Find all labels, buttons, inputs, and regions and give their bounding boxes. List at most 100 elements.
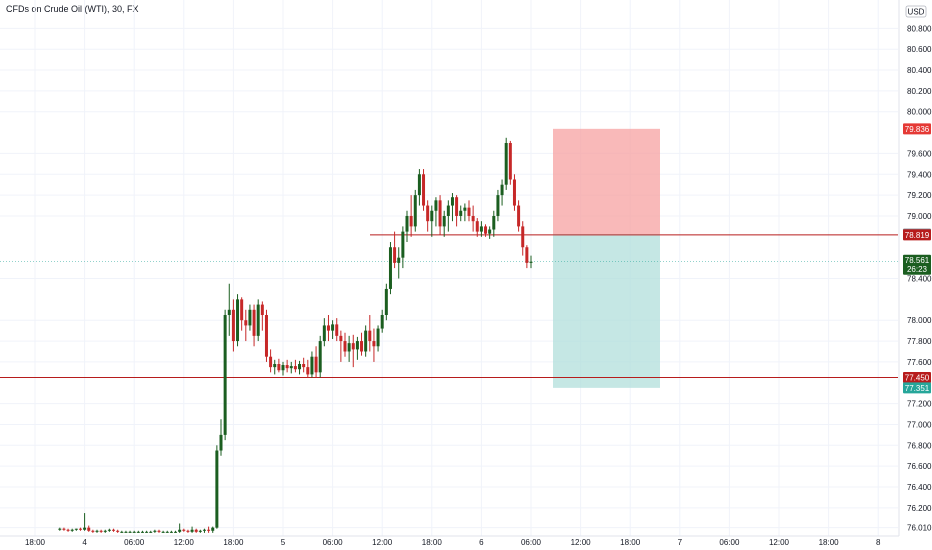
target-price-tag (903, 382, 931, 394)
candle (413, 189, 417, 232)
candle-body (372, 341, 376, 347)
candle-body (496, 195, 500, 216)
candle (434, 197, 438, 227)
candle (165, 530, 169, 533)
candle-body (450, 197, 454, 206)
candle-body (355, 341, 359, 350)
candle-body (405, 215, 409, 232)
candle-body (140, 531, 144, 533)
candle (459, 205, 463, 222)
candle (293, 359, 297, 373)
candle (91, 529, 95, 533)
y-tick-label: 79.400 (907, 170, 932, 179)
candle-body (145, 531, 149, 533)
candle (252, 304, 256, 347)
candle (140, 530, 144, 533)
candle-body (66, 529, 70, 531)
candle (62, 527, 66, 531)
candle-body (318, 341, 322, 373)
candle-body (165, 531, 169, 533)
candles (58, 137, 533, 533)
x-tick-label: 18:00 (422, 538, 443, 547)
level-lines (0, 234, 898, 379)
candle (74, 528, 78, 531)
candle (190, 526, 194, 533)
candle (335, 318, 339, 342)
candle-body (525, 247, 529, 263)
candle-body (231, 309, 235, 342)
candle (198, 529, 202, 533)
candle-body (376, 328, 380, 347)
candle-body (293, 366, 297, 370)
candle (409, 195, 413, 237)
candle-body (517, 205, 521, 227)
candle-body (306, 367, 310, 375)
x-tick-label: 18:00 (223, 538, 244, 547)
candle (244, 309, 248, 342)
candle (521, 221, 525, 256)
candle-body (264, 315, 268, 357)
candle (393, 231, 397, 269)
candle-body (260, 304, 264, 316)
y-tick-label: 77.800 (907, 337, 932, 346)
candle (277, 358, 281, 373)
support-price-tag (903, 372, 931, 384)
candle (302, 357, 306, 373)
candle (66, 528, 70, 532)
candle (83, 513, 87, 531)
candle-body (227, 309, 231, 316)
currency-label: USD (908, 8, 925, 17)
candle (215, 445, 219, 529)
currency-badge (905, 5, 927, 18)
x-tick-label: 12:00 (372, 538, 393, 547)
y-tick-label: 77.600 (907, 358, 932, 367)
candle (124, 530, 128, 533)
candle-body (273, 364, 277, 368)
candle (194, 528, 198, 533)
candle-body (178, 529, 182, 532)
candle (95, 529, 99, 533)
candle-body (219, 434, 223, 451)
candle-body (471, 215, 475, 222)
candle-body (298, 364, 302, 370)
candle-body (467, 207, 471, 216)
candle (227, 283, 231, 336)
candle-body (463, 207, 467, 211)
candle (202, 528, 206, 533)
candle-body (215, 450, 219, 528)
candle (145, 530, 149, 533)
candle-body (252, 309, 256, 336)
candle-body (475, 221, 479, 232)
candle (463, 203, 467, 222)
position-zones (553, 128, 660, 388)
candle-body (128, 531, 132, 533)
candle-body (157, 530, 161, 532)
candle (78, 527, 82, 531)
candle (384, 283, 388, 321)
candle (223, 309, 227, 441)
candle-body (455, 197, 459, 216)
candle-body (198, 530, 202, 532)
candle-body (364, 330, 368, 352)
candle-body (194, 529, 198, 532)
candle (326, 315, 330, 342)
candle (99, 529, 103, 533)
candle-body (479, 226, 483, 232)
candle (529, 255, 533, 269)
candle (70, 528, 74, 532)
support-price-tag-label: 77.450 (905, 374, 930, 383)
candle (455, 195, 459, 227)
candle-body (368, 330, 372, 342)
candle-body (380, 315, 384, 329)
candle-body (107, 529, 111, 531)
x-tick-label: 18:00 (819, 538, 840, 547)
y-tick-label: 79.200 (907, 191, 932, 200)
candle (364, 325, 368, 357)
candle (116, 529, 120, 533)
candle-body (289, 366, 293, 369)
candle-body (120, 531, 124, 533)
candle (479, 221, 483, 237)
candle (298, 360, 302, 375)
